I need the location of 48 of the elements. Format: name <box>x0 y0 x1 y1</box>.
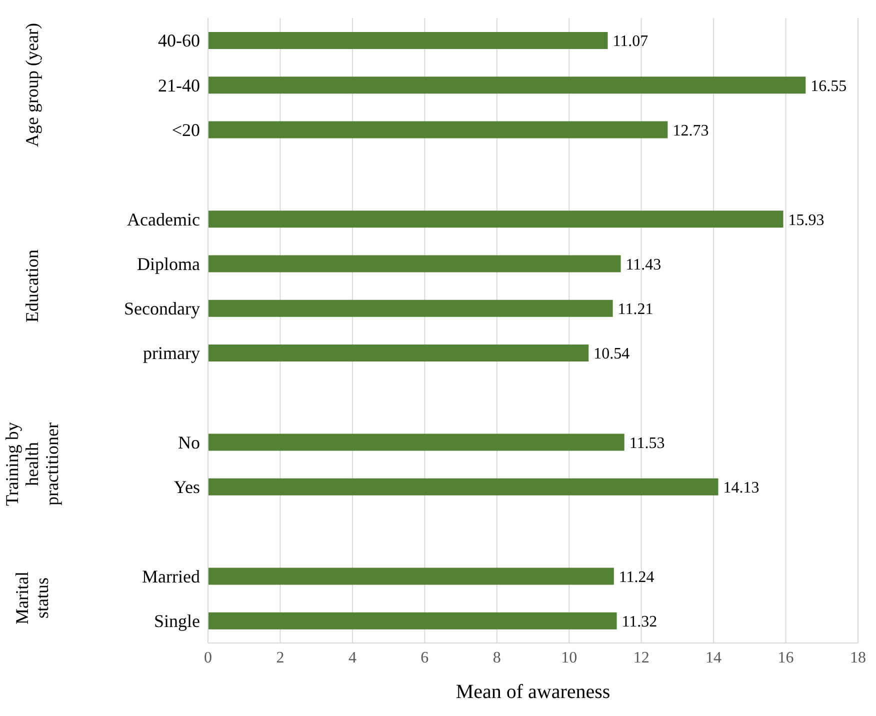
y-tick-label: primary <box>143 343 200 364</box>
x-tick-label: 16 <box>778 649 794 666</box>
data-label: 11.32 <box>622 614 658 631</box>
x-tick-label: 2 <box>276 649 284 666</box>
bar <box>208 568 614 585</box>
data-label: 11.21 <box>618 301 654 318</box>
x-tick-label: 14 <box>706 649 722 666</box>
x-tick-label: 12 <box>633 649 650 666</box>
data-label: 16.55 <box>810 78 847 95</box>
data-label: 11.53 <box>629 434 665 452</box>
bar <box>208 300 613 317</box>
y-tick-label: <20 <box>172 120 200 140</box>
x-tick-label: 18 <box>850 649 866 666</box>
bar <box>208 255 621 272</box>
text: Age group (year) <box>22 22 42 149</box>
bar <box>208 344 589 362</box>
bar <box>208 612 617 630</box>
x-tick-label: 6 <box>420 649 429 666</box>
text: Marital status <box>12 570 52 627</box>
x-axis-title: Mean of awareness <box>456 681 610 703</box>
bar <box>208 76 806 94</box>
bar <box>208 434 624 451</box>
data-label: 10.54 <box>594 346 630 363</box>
data-label: 14.13 <box>723 480 760 497</box>
y-tick-label: Diploma <box>137 254 200 274</box>
data-label: 11.07 <box>612 33 648 50</box>
data-label: 11.24 <box>618 568 654 586</box>
y-tick-label: 21-40 <box>158 75 200 96</box>
text: Training by health practitioner <box>2 421 62 508</box>
y-tick-label: Single <box>154 611 200 632</box>
y-tick-label: Secondary <box>124 298 200 319</box>
y-tick-label: Married <box>142 566 200 586</box>
data-label: 11.43 <box>626 256 662 274</box>
y-tick-label: Academic <box>127 209 200 230</box>
data-label: 12.73 <box>672 122 709 140</box>
x-tick-label: 0 <box>204 649 212 666</box>
y-tick-label: Yes <box>174 477 200 498</box>
text: Education <box>22 248 42 324</box>
bar <box>208 121 668 138</box>
y-tick-label: No <box>178 432 200 452</box>
bar <box>208 32 608 49</box>
data-label: 15.93 <box>788 212 824 229</box>
x-tick-label: 8 <box>492 649 501 666</box>
bar <box>208 210 784 228</box>
y-tick-label: 40-60 <box>158 30 200 51</box>
bar <box>208 478 718 496</box>
x-tick-label: 10 <box>561 649 578 666</box>
x-tick-label: 4 <box>348 649 356 666</box>
